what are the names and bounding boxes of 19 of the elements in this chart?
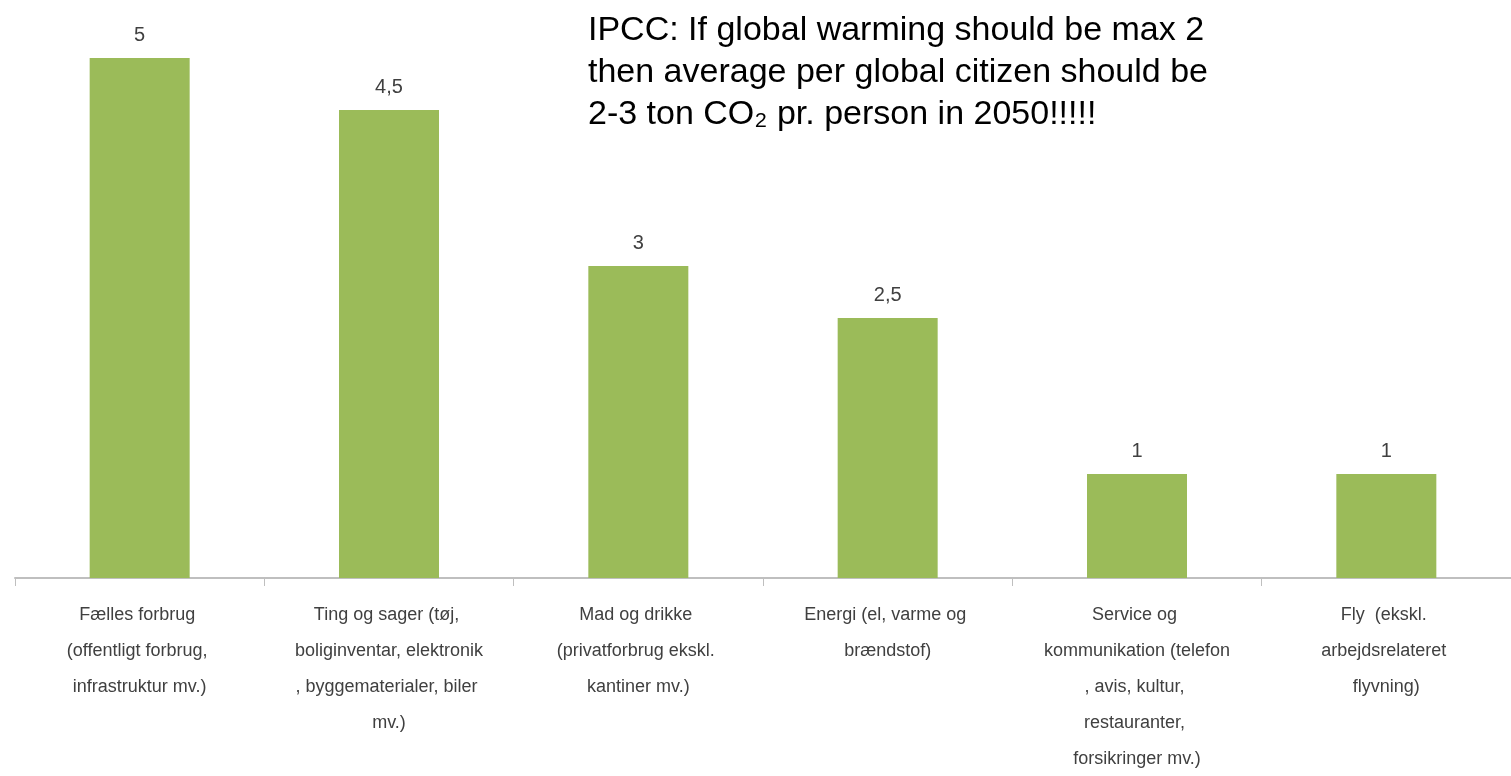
x-tick-label: Mad og drikke (privatforbrug ekskl. kantiner mv.) bbox=[556, 604, 720, 696]
data-label: 1 bbox=[1380, 439, 1392, 461]
data-label: 2,5 bbox=[873, 283, 902, 305]
bar bbox=[1087, 474, 1187, 578]
bar bbox=[89, 58, 190, 578]
bar bbox=[588, 266, 689, 578]
x-tick-label: Fly (ekskl. arbejdsrelateret flyvning) bbox=[1321, 604, 1452, 696]
data-label: 5 bbox=[134, 23, 146, 45]
data-label: 4,5 bbox=[375, 75, 403, 97]
x-tick-label: Fælles forbrug (offentligt forbrug, infrastruktur mv.) bbox=[66, 604, 213, 696]
data-label: 1 bbox=[1131, 439, 1143, 461]
bar bbox=[339, 110, 439, 578]
bar bbox=[837, 318, 938, 578]
x-tick-label: Ting og sager (tøj, boliginventar, elektronik, byggematerialer, biler mv.) bbox=[294, 604, 485, 732]
data-label: 3 bbox=[632, 231, 644, 253]
bar bbox=[1336, 474, 1437, 578]
chart-title: IPCC: If global warming should be max 2 then average per global citizen should be 2-3 ton CO₂ pr. person in 2050!!!!! bbox=[588, 9, 1208, 131]
x-tick-label: Energi (el, varme og brændstof) bbox=[804, 604, 972, 660]
x-tick-label: Service og kommunikation (telefon, avis, kultur, restauranter, forsikringer mv.) bbox=[1043, 604, 1231, 768]
